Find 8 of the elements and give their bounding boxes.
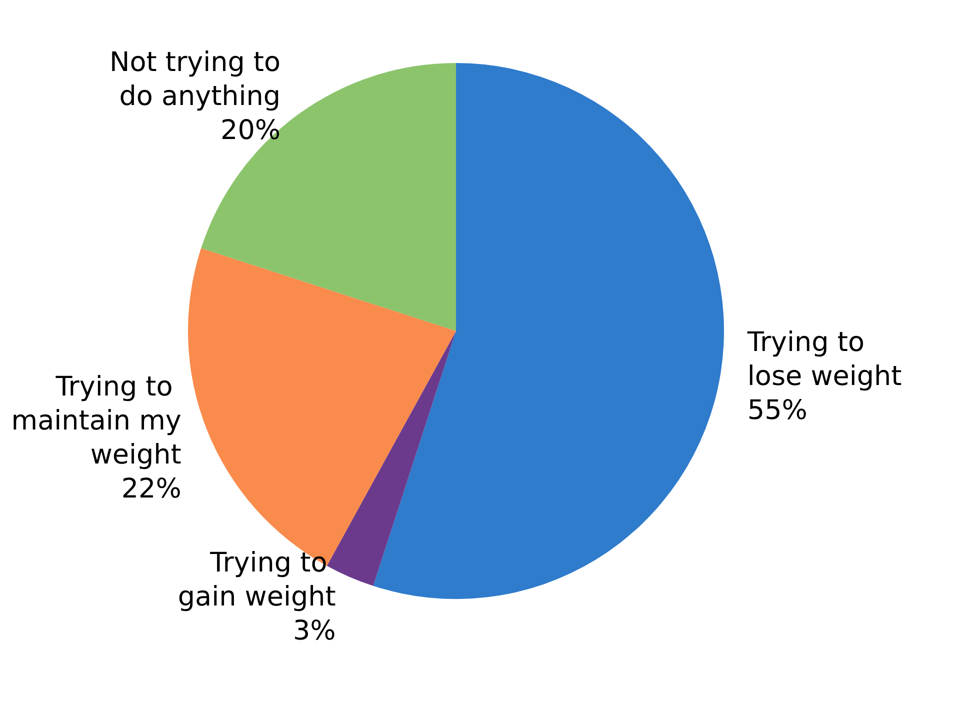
slice-label: Trying to gain weight bbox=[178, 548, 336, 613]
slice-label: Trying to lose weight bbox=[746, 326, 902, 392]
data-label: 22% bbox=[121, 473, 182, 504]
data-label: 20% bbox=[220, 114, 281, 146]
slice-label: Trying to maintain my weight bbox=[11, 371, 182, 470]
data-label: 3% bbox=[292, 616, 336, 647]
slice-label: Not trying to do anything bbox=[110, 46, 281, 112]
data-label: 55% bbox=[747, 394, 808, 426]
